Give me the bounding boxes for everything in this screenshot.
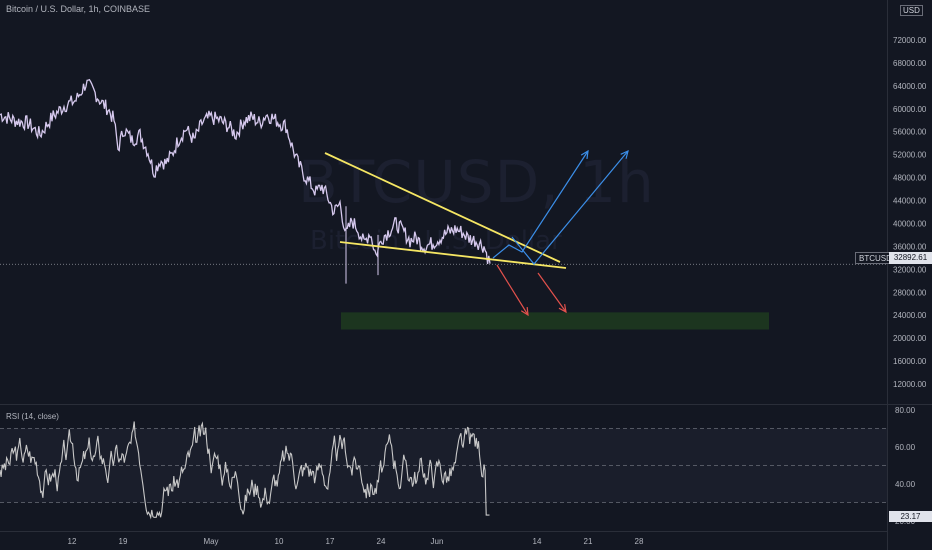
- price-tick-label: 16000.00: [893, 357, 927, 366]
- bearish-projection-arrow: [496, 264, 529, 316]
- last-price-label: 32892.61: [889, 252, 932, 264]
- price-tick-label: 64000.00: [893, 82, 927, 91]
- time-tick-label: 14: [533, 537, 542, 546]
- time-tick-label: 28: [635, 537, 644, 546]
- price-tick-label: 48000.00: [893, 174, 927, 183]
- rsi-series-line: [0, 421, 490, 520]
- price-tick-label: 44000.00: [893, 197, 927, 206]
- chart-title: Bitcoin / U.S. Dollar, 1h, COINBASE: [6, 4, 151, 14]
- bearish-projection-arrow: [537, 272, 567, 313]
- price-tick-label: 40000.00: [893, 219, 927, 228]
- rsi-indicator-title[interactable]: RSI (14, close): [6, 412, 59, 421]
- time-tick-label: May: [203, 537, 218, 546]
- time-tick-label: 17: [326, 537, 335, 546]
- price-tick-label: 36000.00: [893, 242, 927, 251]
- rsi-tick-label: 80.00: [895, 406, 916, 415]
- rsi-tick-label: 40.00: [895, 480, 916, 489]
- rsi-value-label: 23.17: [889, 511, 932, 522]
- price-tick-label: 12000.00: [893, 380, 927, 389]
- bullish-projection-arrow: [511, 150, 629, 265]
- price-tick-label: 52000.00: [893, 151, 927, 160]
- price-tick-label: 60000.00: [893, 105, 927, 114]
- bullish-projection-arrow: [492, 150, 589, 259]
- price-tick-label: 28000.00: [893, 288, 927, 297]
- time-tick-label: 21: [584, 537, 593, 546]
- time-tick-label: 24: [377, 537, 386, 546]
- price-tick-label: 56000.00: [893, 128, 927, 137]
- price-tick-label: 24000.00: [893, 311, 927, 320]
- bearish-projection-arrow-head: [558, 304, 567, 314]
- price-series-line: [0, 78, 491, 264]
- wedge-upper-trendline: [324, 152, 561, 263]
- time-tick-label: 10: [275, 537, 284, 546]
- price-tick-label: 68000.00: [893, 59, 927, 68]
- wedge-lower-trendline: [339, 241, 567, 269]
- symbol-watermark: BTCUSD, 1h: [298, 148, 655, 216]
- bullish-projection-arrow-head: [580, 149, 589, 160]
- rsi-tick-label: 60.00: [895, 443, 916, 452]
- currency-selector[interactable]: USD: [900, 5, 923, 16]
- time-tick-label: 19: [119, 537, 128, 546]
- price-tick-label: 72000.00: [893, 36, 927, 45]
- time-tick-label: 12: [68, 537, 77, 546]
- price-tick-label: 20000.00: [893, 334, 927, 343]
- time-tick-label: Jun: [431, 537, 444, 546]
- price-tick-label: 32000.00: [893, 265, 927, 274]
- support-zone: [341, 312, 769, 330]
- bullish-projection-arrow-head: [620, 149, 629, 159]
- bearish-projection-arrow-head: [520, 306, 529, 317]
